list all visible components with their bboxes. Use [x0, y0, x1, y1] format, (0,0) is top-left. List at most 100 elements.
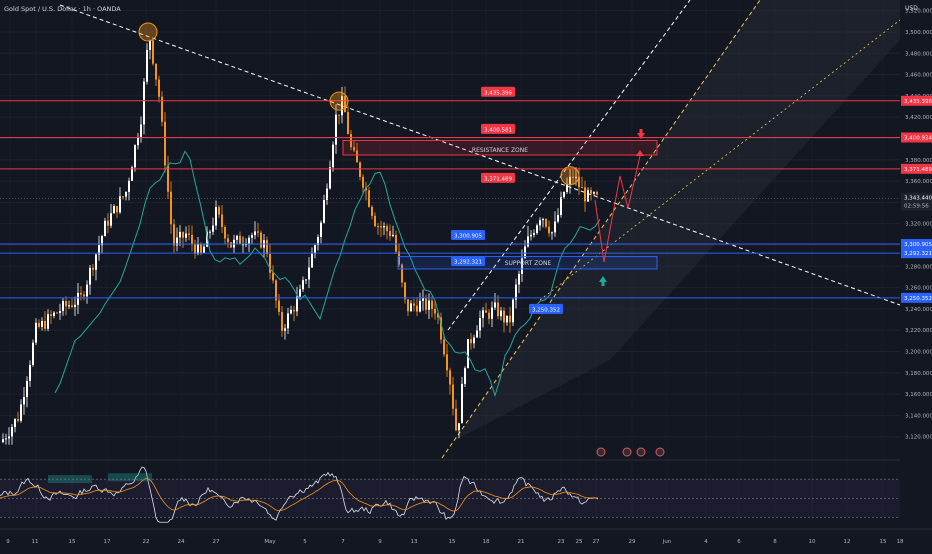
- rsi-ma-line: [0, 478, 599, 512]
- time-tick: 12: [844, 539, 851, 545]
- candle-body: [227, 238, 229, 243]
- candle-body: [200, 244, 202, 253]
- candle-body: [443, 339, 445, 355]
- candle-body: [140, 124, 142, 138]
- red-price-label: [481, 172, 515, 183]
- candle-body: [260, 232, 262, 248]
- candle-body: [107, 220, 109, 226]
- blue-price-label: [451, 256, 485, 267]
- candle-body: [251, 235, 253, 238]
- pivot-marker: [560, 166, 580, 186]
- candle-body: [416, 305, 418, 312]
- candle-body: [497, 302, 499, 317]
- candle-body: [83, 294, 85, 297]
- event-flag-icon: [636, 447, 646, 457]
- time-tick: 18: [483, 539, 490, 545]
- red-price-label-text: 3,371.489: [484, 176, 512, 182]
- candle-body: [26, 380, 28, 398]
- currency-label[interactable]: USD: [905, 5, 918, 12]
- candle-body: [410, 303, 412, 312]
- candle-body: [509, 315, 511, 323]
- price-tick: 3,380.000: [905, 158, 932, 164]
- candle-body: [38, 322, 40, 327]
- channel-lower-line: [441, 0, 761, 459]
- time-tick: 27: [213, 539, 220, 545]
- candle-body: [317, 236, 319, 245]
- candle-body: [116, 205, 118, 213]
- candle-body: [230, 242, 232, 248]
- time-tick: 7: [341, 539, 345, 545]
- price-tick: 3,280.000: [905, 264, 932, 270]
- price-tick: 3,200.000: [905, 349, 932, 355]
- candle-body: [374, 215, 376, 227]
- candle-body: [281, 311, 283, 331]
- candle-body: [398, 251, 400, 265]
- candle-body: [128, 180, 130, 192]
- blue-price-label-text: 3,292.321: [454, 260, 482, 266]
- candle-body: [518, 273, 520, 285]
- candle-body: [395, 234, 397, 252]
- axis-level-tag: [901, 132, 932, 143]
- candle-body: [491, 307, 493, 319]
- time-tick: 11: [32, 539, 39, 545]
- candle-body: [158, 79, 160, 97]
- candle-body: [482, 310, 484, 318]
- axis-level-tag-text: 3,435.396: [904, 99, 932, 105]
- candle-body: [479, 317, 481, 331]
- axis-level-tag-text: 3,400.934: [904, 135, 932, 141]
- candle-body: [521, 258, 523, 274]
- candle-body: [5, 438, 7, 440]
- candle-body: [389, 231, 391, 237]
- candle-body: [530, 234, 532, 237]
- price-tick: 3,500.000: [905, 30, 932, 36]
- candle-body: [512, 299, 514, 323]
- candle-body: [335, 114, 337, 145]
- axis-level-tag-text: 3,250.352: [904, 296, 932, 302]
- rsi-overbought-fill: [48, 475, 92, 484]
- candle-body: [44, 321, 46, 329]
- candle-body: [539, 220, 541, 226]
- candle-body: [257, 231, 259, 233]
- candle-body: [221, 214, 223, 228]
- candle-body: [494, 302, 496, 308]
- time-tick: 27: [593, 539, 600, 545]
- candle-body: [548, 226, 550, 234]
- candle-body: [167, 165, 169, 192]
- blue-price-label: [451, 230, 485, 241]
- candle-body: [473, 337, 475, 344]
- candle-body: [551, 232, 553, 234]
- candle-body: [428, 300, 430, 310]
- candle-body: [404, 282, 406, 300]
- candle-body: [341, 96, 343, 116]
- candle-body: [71, 305, 73, 307]
- price-tick: 3,180.000: [905, 371, 932, 377]
- candle-body: [62, 301, 64, 312]
- axis-level-tag: [901, 292, 932, 303]
- time-tick: 5: [303, 539, 307, 545]
- candle-body: [215, 206, 217, 226]
- candle-body: [278, 300, 280, 312]
- candle-body: [407, 299, 409, 312]
- time-tick: 15: [69, 539, 76, 545]
- candle-body: [137, 137, 139, 146]
- current-price-tag: [901, 192, 932, 211]
- candle-body: [332, 144, 334, 168]
- candle-body: [575, 176, 577, 178]
- candle-body: [134, 145, 136, 168]
- candle-body: [377, 226, 379, 228]
- candle-body: [209, 231, 211, 233]
- candle-body: [146, 50, 148, 82]
- time-tick: 4: [704, 539, 708, 545]
- candle-body: [590, 190, 592, 194]
- candle-body: [68, 305, 70, 307]
- candle-body: [485, 310, 487, 313]
- candle-body: [149, 40, 151, 51]
- candle-body: [311, 253, 313, 268]
- channel-upper-line: [447, 0, 691, 331]
- candle-body: [152, 40, 154, 64]
- price-tick: 3,480.000: [905, 51, 932, 57]
- candle-body: [74, 304, 76, 307]
- candle-body: [284, 328, 286, 331]
